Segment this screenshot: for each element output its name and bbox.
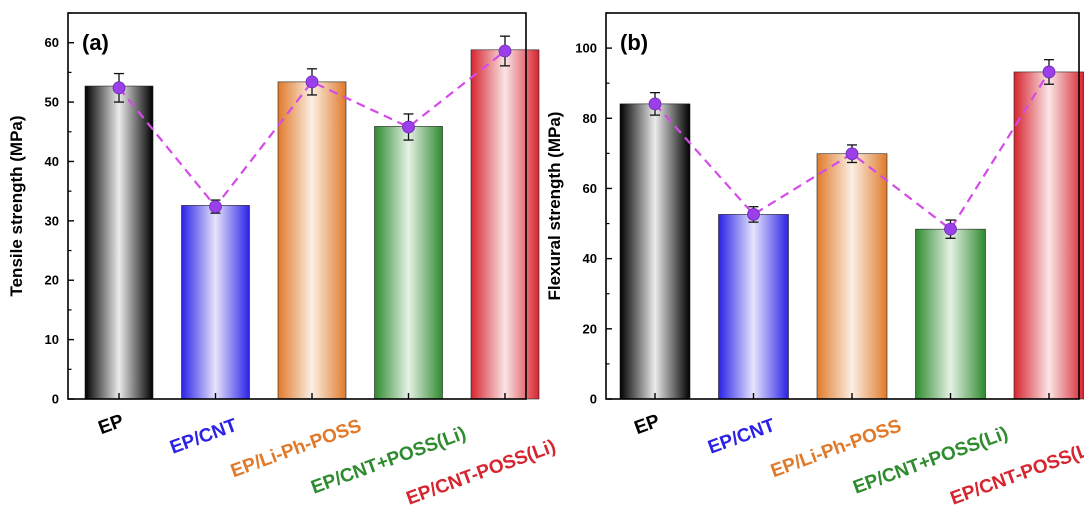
bar-3 — [277, 81, 347, 400]
y-tick-label: 40 — [45, 154, 59, 169]
y-tick-label: 60 — [45, 35, 59, 50]
data-point-1 — [112, 81, 126, 95]
bar-1 — [619, 103, 691, 400]
bar-2 — [718, 214, 789, 400]
category-label-1: EP — [96, 411, 127, 440]
chart-panel-b: 0 20 40 60 80 100 Flexural strength (MPa) (b) EP… — [545, 12, 1084, 510]
category-label-2: EP/CNT — [167, 415, 240, 459]
y-tick-label: 0 — [52, 392, 59, 407]
category-label-2: EP/CNT — [705, 415, 778, 459]
y-tick-label: 80 — [583, 111, 597, 126]
data-point-5 — [498, 44, 512, 58]
y-tick-label: 50 — [45, 95, 59, 110]
data-point-1 — [648, 97, 662, 111]
bar-5 — [1013, 71, 1084, 400]
panel-label: (a) — [82, 30, 109, 55]
y-tick-label: 30 — [45, 213, 59, 228]
y-axis-title: Tensile strength (MPa) — [7, 115, 26, 296]
plot-frame — [605, 12, 1080, 400]
panel-label: (b) — [620, 30, 648, 55]
trend-line — [118, 50, 506, 209]
y-axis-title: Flexural strength (MPa) — [545, 112, 564, 301]
data-point-3 — [845, 147, 859, 161]
category-label-1: EP — [632, 411, 663, 440]
y-tick-label: 20 — [583, 321, 597, 336]
bar-4 — [915, 228, 986, 400]
data-point-2 — [747, 208, 760, 221]
plot-frame — [67, 12, 527, 400]
bar-4 — [374, 126, 443, 400]
data-point-2 — [209, 200, 222, 213]
y-tick-label: 40 — [583, 251, 597, 266]
bar-5 — [470, 49, 540, 400]
data-point-4 — [402, 120, 415, 134]
data-point-4 — [944, 222, 957, 236]
y-tick-label: 20 — [45, 273, 59, 288]
chart-panel-a: 0 10 20 30 40 50 60 Tensile strength (MPa) (a) EP… — [7, 12, 559, 510]
y-tick-label: 100 — [575, 41, 597, 56]
data-point-3 — [305, 75, 319, 89]
data-point-5 — [1042, 65, 1056, 79]
bar-1 — [84, 85, 154, 400]
bar-3 — [816, 153, 888, 400]
y-tick-label: 10 — [45, 332, 59, 347]
y-tick-label: 0 — [590, 392, 597, 407]
y-tick-label: 60 — [583, 181, 597, 196]
bar-2 — [181, 205, 250, 400]
